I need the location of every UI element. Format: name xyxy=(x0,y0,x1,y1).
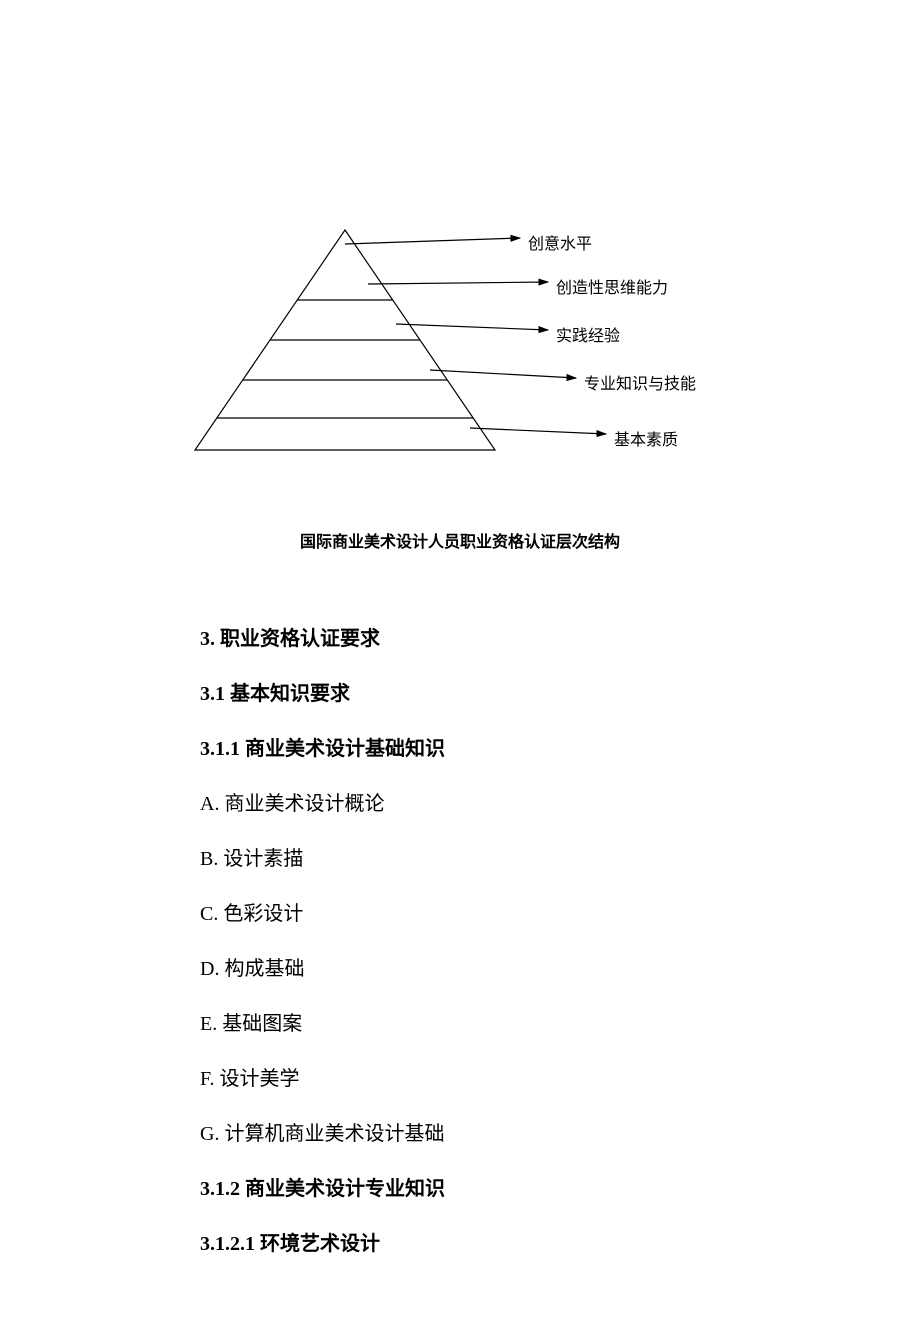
item-d: D. 构成基础 xyxy=(200,952,750,981)
item-e: E. 基础图案 xyxy=(200,1007,750,1036)
content-block: 3. 职业资格认证要求 3.1 基本知识要求 3.1.1 商业美术设计基础知识 … xyxy=(140,622,780,1256)
heading-3-1-2-1: 3.1.2.1 环境艺术设计 xyxy=(200,1227,750,1256)
item-c: C. 色彩设计 xyxy=(200,897,750,926)
item-b: B. 设计素描 xyxy=(200,842,750,871)
pyramid-label-1: 创造性思维能力 xyxy=(556,274,668,298)
pyramid-label-0: 创意水平 xyxy=(528,230,592,254)
pyramid-label-2: 实践经验 xyxy=(556,322,620,346)
item-a: A. 商业美术设计概论 xyxy=(200,787,750,816)
heading-3: 3. 职业资格认证要求 xyxy=(200,622,750,651)
heading-3-1-1: 3.1.1 商业美术设计基础知识 xyxy=(200,732,750,761)
document-page: 创意水平创造性思维能力实践经验专业知识与技能基本素质 国际商业美术设计人员职业资… xyxy=(0,0,920,1342)
pyramid-label-3: 专业知识与技能 xyxy=(584,370,696,394)
heading-3-1: 3.1 基本知识要求 xyxy=(200,677,750,706)
pyramid-diagram: 创意水平创造性思维能力实践经验专业知识与技能基本素质 xyxy=(140,220,780,500)
item-f: F. 设计美学 xyxy=(200,1062,750,1091)
heading-3-1-2: 3.1.2 商业美术设计专业知识 xyxy=(200,1172,750,1201)
pyramid-svg xyxy=(140,220,780,480)
pyramid-label-4: 基本素质 xyxy=(614,426,678,450)
item-g: G. 计算机商业美术设计基础 xyxy=(200,1117,750,1146)
diagram-caption: 国际商业美术设计人员职业资格认证层次结构 xyxy=(140,528,780,552)
